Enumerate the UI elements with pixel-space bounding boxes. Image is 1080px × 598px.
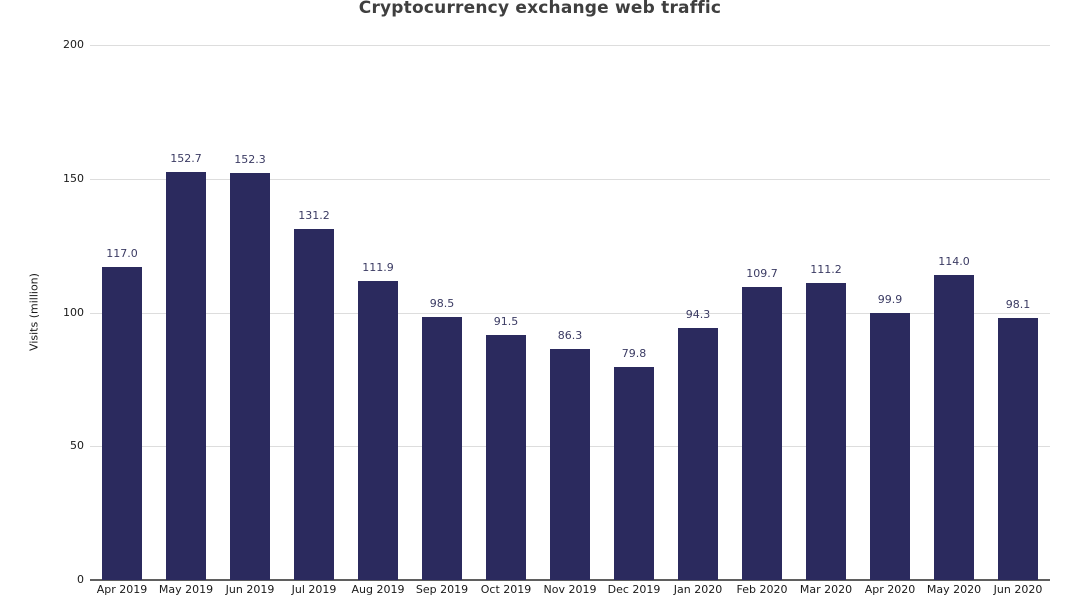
bar-jun-2020 [998, 317, 1038, 580]
x-tick-label: Aug 2019 [351, 583, 405, 596]
x-tick-label: Apr 2020 [864, 583, 916, 596]
bar-value-label: 109.7 [746, 266, 778, 280]
bar-value-label: 94.3 [685, 307, 711, 321]
bar-nov-2019 [550, 349, 590, 580]
gridline [90, 178, 1050, 180]
x-tick-label: Nov 2019 [543, 583, 597, 596]
bar-value-label: 98.1 [1005, 297, 1031, 311]
bar-feb-2020 [742, 286, 782, 580]
y-tick-label: 200 [63, 38, 84, 51]
plot-area: 117.0 152.7 152.3 131.2 111.9 98.5 91.5 86.3 79.… [90, 45, 1050, 581]
bar-value-label: 114.0 [938, 255, 970, 269]
x-tick-label: May 2020 [926, 583, 982, 596]
bar-mar-2020 [806, 282, 846, 580]
gridline [90, 45, 1050, 46]
x-tick-label: Dec 2019 [607, 583, 661, 596]
y-tick-label: 150 [63, 171, 84, 185]
bar-value-label: 99.9 [877, 292, 903, 306]
bar-value-label: 79.8 [621, 346, 647, 360]
x-tick-label: Oct 2019 [480, 583, 532, 596]
bar-value-label: 152.3 [234, 152, 266, 166]
x-axis-line [90, 579, 1050, 581]
x-tick-label: Jun 2020 [993, 583, 1043, 596]
bar-value-label: 86.3 [557, 329, 583, 343]
bar-value-label: 117.0 [106, 247, 138, 261]
bar-aug-2019 [358, 280, 398, 580]
x-tick-label: May 2019 [158, 583, 214, 596]
bar-sep-2019 [422, 316, 462, 580]
y-tick-label: 100 [63, 305, 84, 319]
bar-value-label: 98.5 [429, 296, 455, 310]
bar-value-label: 111.9 [362, 260, 394, 274]
bar-value-label: 131.2 [298, 209, 330, 223]
bar-oct-2019 [486, 335, 526, 580]
bar-may-2020 [934, 275, 974, 580]
bar-may-2019 [166, 171, 206, 580]
gridline [90, 312, 1050, 314]
x-tick-label: Sep 2019 [415, 583, 469, 596]
x-tick-label: Apr 2019 [96, 583, 148, 596]
x-tick-label: Jul 2019 [291, 583, 337, 596]
bar-apr-2019 [102, 267, 142, 580]
bar-jan-2020 [678, 327, 718, 580]
x-tick-label: Jun 2019 [225, 583, 275, 596]
x-tick-label: Feb 2020 [736, 583, 788, 596]
y-tick-label: 0 [77, 573, 84, 586]
bar-value-label: 91.5 [493, 315, 519, 329]
bar-jun-2019 [230, 172, 270, 580]
bar-jul-2019 [294, 229, 334, 580]
bar-dec-2019 [614, 366, 654, 580]
bar-value-label: 152.7 [170, 151, 202, 165]
x-tick-label: Jan 2020 [673, 583, 723, 596]
bar-value-label: 111.2 [810, 262, 842, 276]
bar-apr-2020 [870, 312, 910, 580]
x-tick-label: Mar 2020 [799, 583, 853, 596]
y-tick-label: 50 [70, 439, 84, 453]
chart-title: Cryptocurrency exchange web traffic [358, 0, 722, 18]
